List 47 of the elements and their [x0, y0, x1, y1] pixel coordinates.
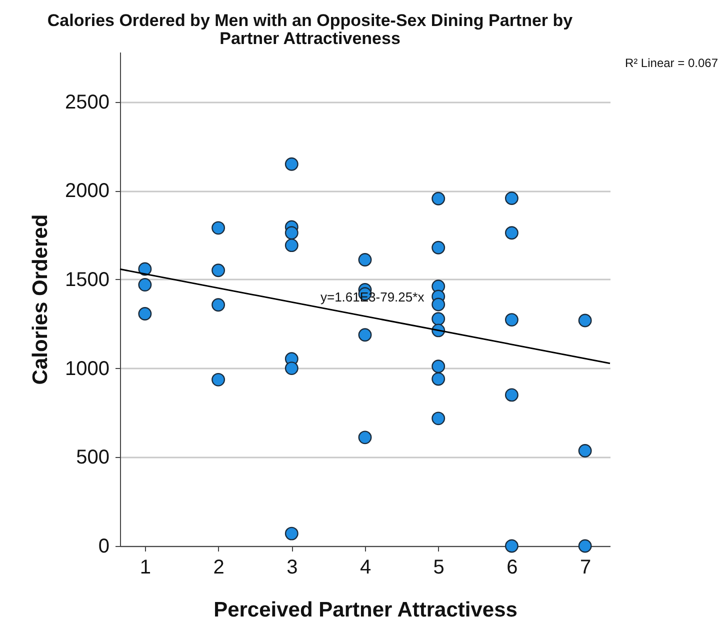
point [358, 253, 372, 266]
point [578, 444, 592, 458]
x-axis-title: Perceived Partner Attractivess [214, 598, 518, 622]
y-tick-label: 1000 [65, 358, 110, 380]
point [578, 314, 592, 328]
point [358, 328, 372, 342]
point [432, 360, 446, 374]
point [432, 372, 446, 386]
point [138, 262, 152, 276]
point [504, 313, 518, 327]
y-tick-label: 2000 [65, 180, 110, 202]
y-tick-label: 2500 [65, 91, 110, 114]
point [504, 226, 518, 240]
x-tick-label: 7 [580, 556, 592, 578]
y-tick-label: 500 [76, 446, 110, 469]
point [212, 372, 226, 386]
x-tick-label: 5 [433, 556, 444, 578]
y-tick-label: 0 [98, 536, 110, 558]
chart-title: Calories Ordered by Men with an Opposite-Sex Dining Partner by Partner Attractiveness [47, 11, 574, 48]
point [432, 412, 446, 426]
point [212, 221, 226, 235]
point [138, 278, 152, 292]
point [578, 539, 592, 553]
x-tick-label: 3 [286, 556, 298, 578]
point [284, 157, 298, 171]
x-tick-label: 6 [506, 556, 518, 578]
x-tick-label: 2 [213, 556, 224, 578]
point [358, 430, 372, 444]
point [212, 264, 226, 278]
point [432, 312, 446, 326]
point [284, 238, 298, 252]
point [432, 298, 446, 312]
point [284, 526, 298, 540]
y-tick-label: 1500 [65, 268, 110, 291]
point [504, 388, 518, 402]
point [138, 307, 152, 320]
point [284, 226, 298, 240]
point [212, 298, 226, 312]
point [284, 362, 298, 376]
x-tick-label: 1 [140, 556, 152, 578]
point [504, 539, 518, 553]
point [432, 192, 446, 206]
point [432, 240, 446, 254]
text: R² Linear = 0.067 [624, 56, 718, 70]
y-axis-title: Calories Ordered [29, 214, 52, 385]
x-tick-label: 4 [360, 556, 372, 578]
point [504, 192, 518, 205]
